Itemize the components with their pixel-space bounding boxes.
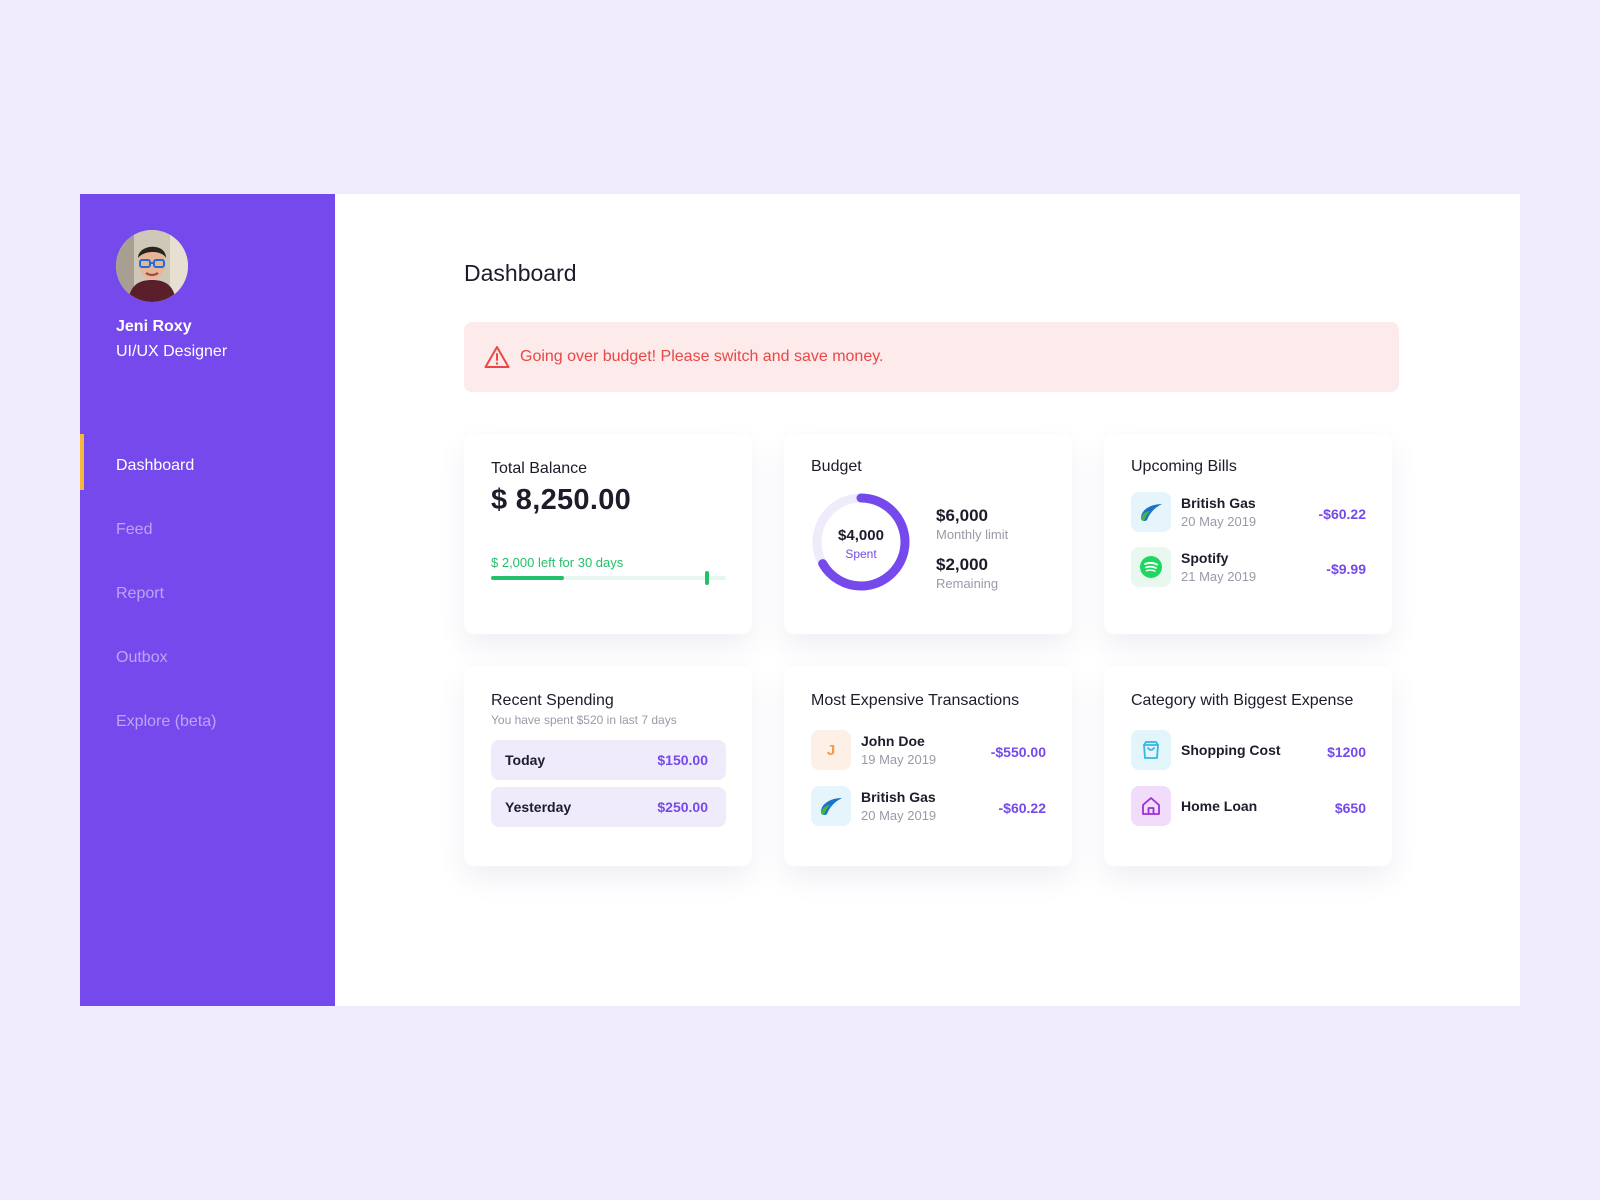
shopping-bag-icon bbox=[1131, 730, 1171, 770]
sidebar-item-feed[interactable]: Feed bbox=[116, 521, 153, 538]
warning-icon bbox=[484, 345, 510, 369]
spending-row-yesterday[interactable]: Yesterday $250.00 bbox=[491, 787, 726, 827]
monthly-limit-amount: $6,000 bbox=[936, 506, 988, 525]
sidebar-item-dashboard[interactable]: Dashboard bbox=[80, 434, 335, 498]
upcoming-bills-card: Upcoming Bills British Gas 20 May 2019 -… bbox=[1104, 434, 1392, 634]
balance-amount: $ 8,250.00 bbox=[491, 484, 632, 516]
transaction-name: John Doe bbox=[861, 733, 925, 749]
budget-card: Budget $4,000 Spent $6,000 Monthly limit… bbox=[784, 434, 1072, 634]
avatar-image bbox=[116, 230, 188, 302]
app-frame: Jeni Roxy UI/UX Designer Dashboard Feed … bbox=[80, 194, 1520, 1006]
budget-donut-chart: $4,000 Spent bbox=[811, 492, 911, 592]
expensive-transactions-card: Most Expensive Transactions J John Doe 1… bbox=[784, 666, 1072, 866]
spending-row-today[interactable]: Today $150.00 bbox=[491, 740, 726, 780]
spent-amount: $4,000 bbox=[838, 527, 884, 544]
spending-amount: $150.00 bbox=[657, 752, 708, 768]
home-icon bbox=[1131, 786, 1171, 826]
card-title: Upcoming Bills bbox=[1131, 458, 1237, 475]
page-title: Dashboard bbox=[464, 260, 577, 286]
bill-name: Spotify bbox=[1181, 550, 1229, 566]
alert-message: Going over budget! Please switch and sav… bbox=[520, 348, 884, 365]
balance-progress-bar bbox=[491, 571, 726, 585]
progress-fill bbox=[491, 576, 564, 580]
transaction-amount: -$550.00 bbox=[990, 744, 1046, 760]
initial-avatar: J bbox=[811, 730, 851, 770]
category-amount: $1200 bbox=[1327, 744, 1366, 760]
budget-alert: Going over budget! Please switch and sav… bbox=[464, 322, 1399, 392]
remaining-label: Remaining bbox=[936, 576, 999, 591]
card-title: Most Expensive Transactions bbox=[811, 692, 1020, 709]
monthly-limit-label: Monthly limit bbox=[936, 527, 1009, 542]
category-name: Shopping Cost bbox=[1181, 742, 1281, 758]
card-title: Total Balance bbox=[491, 460, 588, 477]
card-title: Budget bbox=[811, 458, 862, 475]
recent-spending-card: Recent Spending You have spent $520 in l… bbox=[464, 666, 752, 866]
category-amount: $650 bbox=[1334, 800, 1366, 816]
sidebar-nav: Dashboard Feed Report Outbox Explore (be… bbox=[80, 434, 335, 754]
spending-label: Today bbox=[505, 752, 546, 768]
user-role: UI/UX Designer bbox=[116, 343, 228, 360]
spotify-logo-icon bbox=[1131, 547, 1171, 587]
bill-name: British Gas bbox=[1181, 495, 1256, 511]
days-left-text: $ 2,000 left for 30 days bbox=[491, 555, 624, 570]
bill-amount: -$60.22 bbox=[1318, 506, 1366, 522]
sidebar: Jeni Roxy UI/UX Designer Dashboard Feed … bbox=[80, 194, 335, 1006]
card-title: Category with Biggest Expense bbox=[1131, 692, 1354, 709]
transaction-date: 20 May 2019 bbox=[861, 808, 937, 823]
user-name: Jeni Roxy bbox=[116, 318, 192, 335]
transaction-date: 19 May 2019 bbox=[861, 752, 937, 767]
remaining-amount: $2,000 bbox=[936, 555, 988, 574]
spending-label: Yesterday bbox=[505, 799, 572, 815]
progress-marker bbox=[705, 571, 710, 585]
recent-spending-subtitle: You have spent $520 in last 7 days bbox=[491, 713, 677, 727]
bill-date: 20 May 2019 bbox=[1181, 514, 1257, 529]
british-gas-logo-icon bbox=[811, 786, 851, 826]
card-title: Recent Spending bbox=[491, 692, 614, 709]
bill-amount: -$9.99 bbox=[1326, 561, 1366, 577]
bill-date: 21 May 2019 bbox=[1181, 569, 1257, 584]
british-gas-logo-icon bbox=[1131, 492, 1171, 532]
spent-label: Spent bbox=[845, 547, 877, 561]
total-balance-card: Total Balance $ 8,250.00 $ 2,000 left fo… bbox=[464, 434, 752, 634]
category-name: Home Loan bbox=[1181, 798, 1258, 814]
spending-amount: $250.00 bbox=[657, 799, 708, 815]
sidebar-item-explore[interactable]: Explore (beta) bbox=[116, 713, 217, 730]
avatar[interactable] bbox=[116, 230, 188, 302]
biggest-category-card: Category with Biggest Expense Shopping C… bbox=[1104, 666, 1392, 866]
sidebar-item-outbox[interactable]: Outbox bbox=[116, 649, 168, 666]
transaction-amount: -$60.22 bbox=[998, 800, 1046, 816]
main-content: Dashboard Going over budget! Please swit… bbox=[335, 194, 1520, 1006]
sidebar-item-report[interactable]: Report bbox=[116, 585, 165, 602]
transaction-name: British Gas bbox=[861, 789, 936, 805]
